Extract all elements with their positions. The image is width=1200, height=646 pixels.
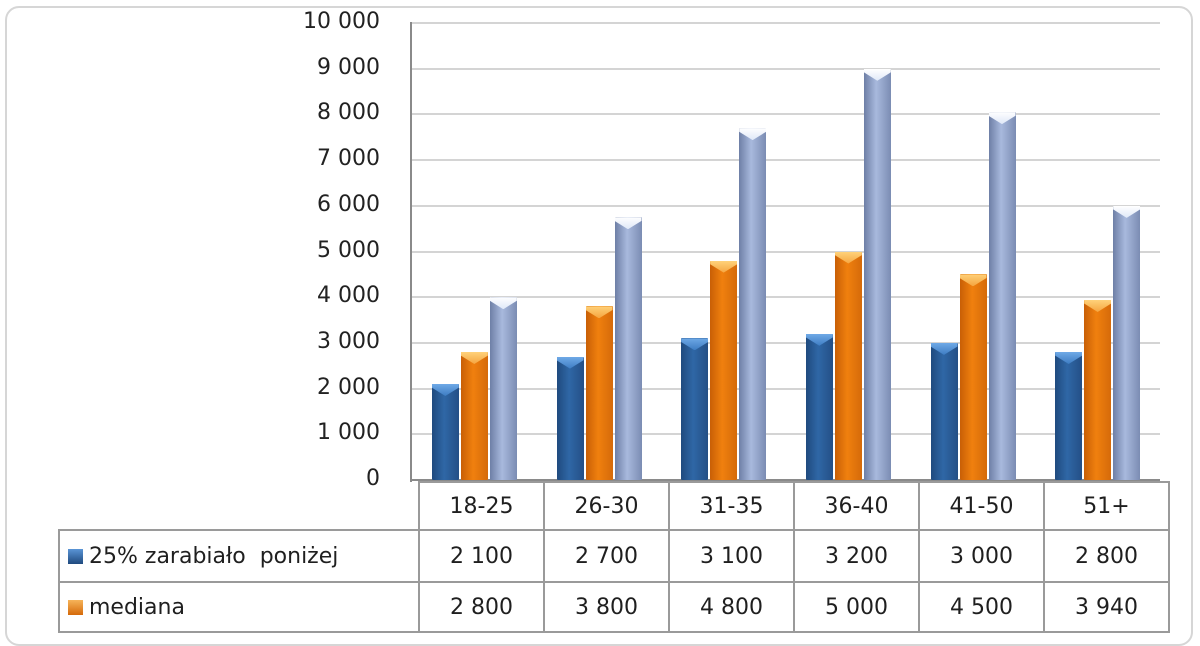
- bar-cap: [863, 68, 891, 81]
- y-tick-label: 8 000: [317, 100, 380, 126]
- bar-cap: [681, 338, 709, 351]
- bar: [681, 338, 709, 480]
- gridline: [412, 387, 1160, 390]
- table-row: mediana 2 800 3 800 4 800 5 000 4 500 3 …: [58, 581, 1170, 633]
- bar: [431, 384, 459, 480]
- table-cell: 3 940: [1043, 581, 1170, 633]
- y-tick-label: 3 000: [317, 328, 380, 354]
- legend-key-blue-icon: [68, 548, 83, 564]
- column-header: 51+: [1043, 481, 1170, 531]
- gridline: [412, 250, 1160, 253]
- y-tick-label: 7 000: [317, 146, 380, 172]
- column-header: 31-35: [668, 481, 795, 531]
- bar-cap: [1055, 352, 1083, 365]
- bar-cap: [431, 384, 459, 397]
- series-name: mediana: [89, 594, 185, 620]
- gridline: [412, 341, 1160, 344]
- table-cell: 5 000: [793, 581, 920, 633]
- bar-cap: [489, 297, 517, 310]
- y-tick-label: 9 000: [317, 54, 380, 80]
- bar-cap: [614, 217, 642, 230]
- gridline: [412, 159, 1160, 162]
- bar: [710, 260, 738, 480]
- data-table: 18-25 26-30 31-35 36-40 41-50 51+ 25% za…: [58, 481, 1170, 633]
- bar: [863, 68, 891, 480]
- gridline: [412, 204, 1160, 207]
- bar: [556, 356, 584, 480]
- bar-cap: [805, 333, 833, 346]
- bar: [739, 128, 767, 480]
- bar-cap: [1113, 205, 1141, 218]
- bar-cap: [930, 342, 958, 355]
- y-tick-label: 5 000: [317, 237, 380, 263]
- table-row: 25% zarabiało poniżej 2 100 2 700 3 100 …: [58, 529, 1170, 583]
- bar: [1055, 352, 1083, 480]
- gridline: [412, 67, 1160, 70]
- bar: [1113, 205, 1141, 480]
- column-header: 26-30: [543, 481, 670, 531]
- bar-cap: [739, 128, 767, 141]
- table-cell: 2 100: [418, 529, 545, 583]
- gridline: [412, 22, 1160, 24]
- plot-area: [412, 22, 1160, 481]
- bar-cap: [460, 352, 488, 365]
- y-tick-label: 1 000: [317, 420, 380, 446]
- y-tick-label: 2 000: [317, 374, 380, 400]
- legend-key-orange-icon: [68, 599, 83, 615]
- table-corner: [59, 482, 420, 530]
- y-axis-line: [410, 22, 412, 482]
- row-label: 25% zarabiało poniżej: [58, 529, 420, 583]
- bar-cap: [959, 274, 987, 287]
- gridline: [412, 113, 1160, 116]
- table-cell: 2 800: [1043, 529, 1170, 583]
- column-header: 18-25: [418, 481, 545, 531]
- gridline: [412, 433, 1160, 436]
- bar-cap: [710, 260, 738, 273]
- bar: [805, 333, 833, 480]
- y-tick-label: 4 000: [317, 283, 380, 309]
- bar: [585, 306, 613, 480]
- x-axis-line: [412, 479, 1160, 481]
- bar: [988, 112, 1016, 480]
- bar-cap: [556, 356, 584, 369]
- table-cell: 4 800: [668, 581, 795, 633]
- bar: [614, 217, 642, 480]
- y-tick-label: 10 000: [303, 9, 380, 34]
- bar-cap: [1084, 299, 1112, 312]
- table-cell: 2 800: [418, 581, 545, 633]
- table-cell: 3 200: [793, 529, 920, 583]
- gridline: [412, 296, 1160, 299]
- bar: [460, 352, 488, 480]
- bar-cap: [834, 251, 862, 264]
- bar-cap: [585, 306, 613, 319]
- table-cell: 2 700: [543, 529, 670, 583]
- bar: [489, 297, 517, 480]
- y-tick-label: 6 000: [317, 191, 380, 217]
- table-cell: 3 100: [668, 529, 795, 583]
- series-name: 25% zarabiało poniżej: [89, 543, 339, 569]
- bar: [959, 274, 987, 480]
- row-label: mediana: [58, 581, 420, 633]
- column-header: 41-50: [918, 481, 1045, 531]
- table-header-row: 18-25 26-30 31-35 36-40 41-50 51+: [59, 481, 1170, 531]
- bar: [834, 251, 862, 480]
- table-cell: 4 500: [918, 581, 1045, 633]
- bar: [1084, 299, 1112, 480]
- bar: [930, 342, 958, 480]
- table-cell: 3 000: [918, 529, 1045, 583]
- bar-cap: [988, 112, 1016, 125]
- table-cell: 3 800: [543, 581, 670, 633]
- column-header: 36-40: [793, 481, 920, 531]
